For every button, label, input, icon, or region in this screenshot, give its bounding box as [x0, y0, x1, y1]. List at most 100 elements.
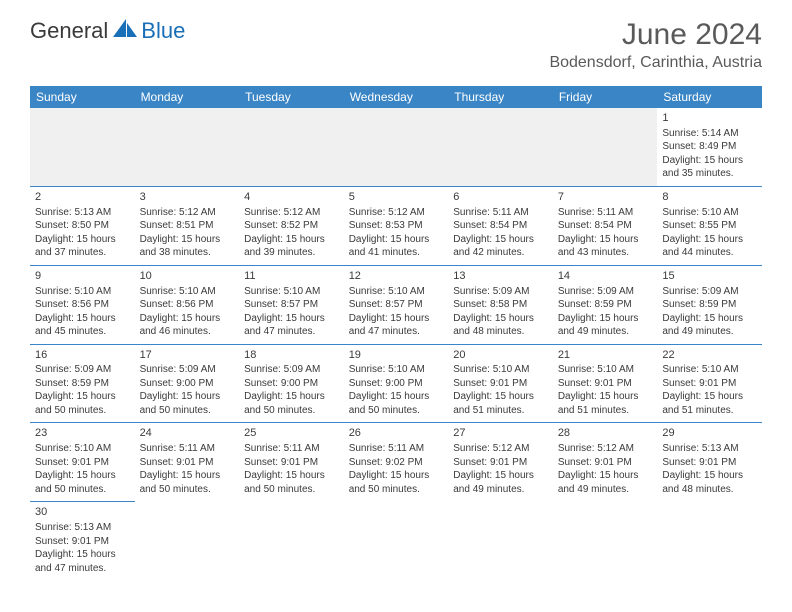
day-number: 7	[558, 190, 653, 205]
sunset-line: Sunset: 9:01 PM	[35, 535, 130, 549]
sunset-line: Sunset: 9:01 PM	[558, 456, 653, 470]
sunrise-line: Sunrise: 5:10 AM	[662, 206, 757, 220]
calendar-cell: 30Sunrise: 5:13 AMSunset: 9:01 PMDayligh…	[30, 502, 135, 580]
day-number: 18	[244, 348, 339, 363]
calendar-cell: 21Sunrise: 5:10 AMSunset: 9:01 PMDayligh…	[553, 344, 658, 423]
sunset-line: Sunset: 8:57 PM	[244, 298, 339, 312]
sunrise-line: Sunrise: 5:13 AM	[35, 206, 130, 220]
logo-text-2: Blue	[141, 18, 185, 44]
daylight-line: Daylight: 15 hours and 47 minutes.	[35, 548, 130, 575]
daylight-line: Daylight: 15 hours and 44 minutes.	[662, 233, 757, 260]
calendar-cell: 4Sunrise: 5:12 AMSunset: 8:52 PMDaylight…	[239, 186, 344, 265]
day-number: 12	[349, 269, 444, 284]
calendar-cell	[553, 108, 658, 186]
calendar-cell: 26Sunrise: 5:11 AMSunset: 9:02 PMDayligh…	[344, 423, 449, 502]
calendar-cell	[553, 502, 658, 580]
calendar-cell: 24Sunrise: 5:11 AMSunset: 9:01 PMDayligh…	[135, 423, 240, 502]
calendar-cell	[135, 502, 240, 580]
calendar-cell: 22Sunrise: 5:10 AMSunset: 9:01 PMDayligh…	[657, 344, 762, 423]
sunrise-line: Sunrise: 5:11 AM	[453, 206, 548, 220]
calendar-cell: 28Sunrise: 5:12 AMSunset: 9:01 PMDayligh…	[553, 423, 658, 502]
daylight-line: Daylight: 15 hours and 49 minutes.	[558, 312, 653, 339]
daylight-line: Daylight: 15 hours and 46 minutes.	[140, 312, 235, 339]
calendar-header-row: SundayMondayTuesdayWednesdayThursdayFrid…	[30, 86, 762, 108]
day-number: 27	[453, 426, 548, 441]
calendar-cell: 6Sunrise: 5:11 AMSunset: 8:54 PMDaylight…	[448, 186, 553, 265]
location-subtitle: Bodensdorf, Carinthia, Austria	[549, 54, 762, 72]
sunrise-line: Sunrise: 5:09 AM	[244, 363, 339, 377]
sunrise-line: Sunrise: 5:09 AM	[662, 285, 757, 299]
day-number: 2	[35, 190, 130, 205]
sunset-line: Sunset: 8:58 PM	[453, 298, 548, 312]
daylight-line: Daylight: 15 hours and 51 minutes.	[453, 390, 548, 417]
day-number: 8	[662, 190, 757, 205]
sunset-line: Sunset: 8:59 PM	[35, 377, 130, 391]
sunset-line: Sunset: 8:51 PM	[140, 219, 235, 233]
sunrise-line: Sunrise: 5:10 AM	[349, 363, 444, 377]
day-number: 30	[35, 505, 130, 520]
calendar-cell: 27Sunrise: 5:12 AMSunset: 9:01 PMDayligh…	[448, 423, 553, 502]
sunset-line: Sunset: 8:59 PM	[662, 298, 757, 312]
day-header: Monday	[135, 86, 240, 108]
sunrise-line: Sunrise: 5:09 AM	[558, 285, 653, 299]
daylight-line: Daylight: 15 hours and 50 minutes.	[349, 390, 444, 417]
day-number: 19	[349, 348, 444, 363]
header: General Blue June 2024 Bodensdorf, Carin…	[0, 0, 792, 80]
calendar-cell	[135, 108, 240, 186]
calendar-cell	[239, 502, 344, 580]
calendar-cell: 11Sunrise: 5:10 AMSunset: 8:57 PMDayligh…	[239, 265, 344, 344]
sunrise-line: Sunrise: 5:10 AM	[244, 285, 339, 299]
sunset-line: Sunset: 8:56 PM	[35, 298, 130, 312]
day-header: Tuesday	[239, 86, 344, 108]
daylight-line: Daylight: 15 hours and 45 minutes.	[35, 312, 130, 339]
calendar-cell: 2Sunrise: 5:13 AMSunset: 8:50 PMDaylight…	[30, 186, 135, 265]
sunrise-line: Sunrise: 5:12 AM	[453, 442, 548, 456]
sunset-line: Sunset: 9:01 PM	[453, 377, 548, 391]
daylight-line: Daylight: 15 hours and 42 minutes.	[453, 233, 548, 260]
sunrise-line: Sunrise: 5:09 AM	[35, 363, 130, 377]
sunset-line: Sunset: 9:01 PM	[453, 456, 548, 470]
sunset-line: Sunset: 9:00 PM	[244, 377, 339, 391]
sunrise-line: Sunrise: 5:12 AM	[558, 442, 653, 456]
sunrise-line: Sunrise: 5:12 AM	[140, 206, 235, 220]
daylight-line: Daylight: 15 hours and 50 minutes.	[35, 390, 130, 417]
calendar-cell: 9Sunrise: 5:10 AMSunset: 8:56 PMDaylight…	[30, 265, 135, 344]
day-number: 6	[453, 190, 548, 205]
day-number: 28	[558, 426, 653, 441]
day-number: 15	[662, 269, 757, 284]
sunrise-line: Sunrise: 5:09 AM	[453, 285, 548, 299]
calendar-cell	[448, 502, 553, 580]
day-number: 23	[35, 426, 130, 441]
sunrise-line: Sunrise: 5:14 AM	[662, 127, 757, 141]
sunrise-line: Sunrise: 5:10 AM	[349, 285, 444, 299]
sunset-line: Sunset: 8:50 PM	[35, 219, 130, 233]
day-number: 1	[662, 111, 757, 126]
sunset-line: Sunset: 9:01 PM	[35, 456, 130, 470]
day-number: 14	[558, 269, 653, 284]
logo-text-1: General	[30, 18, 108, 44]
day-header: Friday	[553, 86, 658, 108]
calendar-cell: 5Sunrise: 5:12 AMSunset: 8:53 PMDaylight…	[344, 186, 449, 265]
day-number: 24	[140, 426, 235, 441]
day-number: 16	[35, 348, 130, 363]
sunrise-line: Sunrise: 5:11 AM	[140, 442, 235, 456]
sunset-line: Sunset: 9:01 PM	[244, 456, 339, 470]
sunset-line: Sunset: 8:53 PM	[349, 219, 444, 233]
day-number: 29	[662, 426, 757, 441]
sunset-line: Sunset: 9:02 PM	[349, 456, 444, 470]
sunrise-line: Sunrise: 5:13 AM	[35, 521, 130, 535]
sunset-line: Sunset: 9:00 PM	[349, 377, 444, 391]
calendar-cell	[657, 502, 762, 580]
daylight-line: Daylight: 15 hours and 50 minutes.	[140, 390, 235, 417]
sunrise-line: Sunrise: 5:11 AM	[558, 206, 653, 220]
daylight-line: Daylight: 15 hours and 50 minutes.	[349, 469, 444, 496]
calendar-cell: 17Sunrise: 5:09 AMSunset: 9:00 PMDayligh…	[135, 344, 240, 423]
sunset-line: Sunset: 8:54 PM	[558, 219, 653, 233]
title-block: June 2024 Bodensdorf, Carinthia, Austria	[549, 18, 762, 72]
sunset-line: Sunset: 9:01 PM	[558, 377, 653, 391]
daylight-line: Daylight: 15 hours and 48 minutes.	[662, 469, 757, 496]
day-number: 9	[35, 269, 130, 284]
calendar-cell: 19Sunrise: 5:10 AMSunset: 9:00 PMDayligh…	[344, 344, 449, 423]
daylight-line: Daylight: 15 hours and 47 minutes.	[349, 312, 444, 339]
daylight-line: Daylight: 15 hours and 50 minutes.	[244, 469, 339, 496]
